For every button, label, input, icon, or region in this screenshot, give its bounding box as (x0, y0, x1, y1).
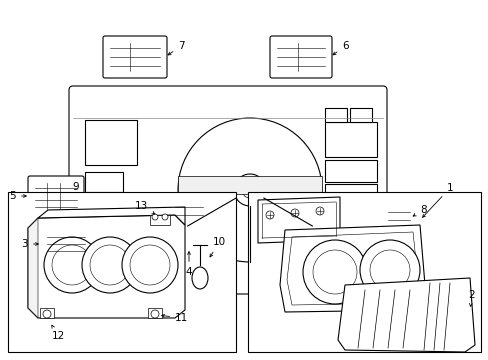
Circle shape (369, 250, 409, 290)
Bar (387, 198, 409, 236)
FancyBboxPatch shape (28, 176, 84, 216)
Circle shape (44, 237, 100, 293)
Circle shape (90, 245, 130, 285)
Circle shape (162, 214, 168, 220)
FancyBboxPatch shape (269, 36, 331, 78)
Bar (150, 215, 170, 225)
Circle shape (303, 240, 366, 304)
Text: 11: 11 (162, 313, 188, 323)
Text: 7: 7 (168, 41, 184, 55)
Bar (247, 192, 480, 352)
Text: 2: 2 (468, 290, 474, 306)
Polygon shape (258, 197, 339, 243)
Polygon shape (28, 215, 184, 318)
Circle shape (151, 310, 159, 318)
Circle shape (183, 205, 194, 215)
Text: 9: 9 (73, 182, 79, 192)
Polygon shape (286, 232, 417, 305)
Bar (325, 184, 376, 206)
Bar (178, 176, 321, 194)
Bar (40, 308, 54, 318)
Bar (85, 196, 123, 216)
Circle shape (178, 118, 321, 262)
Polygon shape (337, 278, 474, 352)
Polygon shape (280, 225, 424, 312)
FancyBboxPatch shape (103, 36, 167, 78)
Text: 12: 12 (51, 325, 64, 341)
Text: 1: 1 (422, 183, 452, 217)
Circle shape (234, 174, 265, 206)
Circle shape (152, 214, 158, 220)
Circle shape (43, 310, 51, 318)
Circle shape (312, 250, 356, 294)
Text: 4: 4 (185, 252, 192, 277)
Text: 13: 13 (135, 201, 155, 214)
Circle shape (82, 237, 138, 293)
Text: 6: 6 (332, 41, 348, 55)
Polygon shape (38, 207, 184, 225)
Circle shape (122, 237, 178, 293)
Text: 8: 8 (412, 205, 426, 216)
Circle shape (359, 240, 419, 300)
Bar (175, 195, 203, 233)
Bar (148, 308, 162, 318)
Text: 3: 3 (21, 239, 38, 249)
Text: 5: 5 (9, 191, 26, 201)
Bar (325, 108, 346, 122)
Polygon shape (28, 218, 38, 318)
FancyBboxPatch shape (69, 86, 386, 294)
Bar (325, 208, 376, 238)
Circle shape (315, 207, 324, 215)
FancyBboxPatch shape (40, 226, 92, 258)
Bar (8, 192, 236, 352)
Bar (325, 122, 376, 157)
Circle shape (290, 209, 298, 217)
Circle shape (265, 211, 273, 219)
Circle shape (52, 245, 92, 285)
Circle shape (242, 182, 258, 198)
Text: 10: 10 (209, 237, 225, 257)
Bar (349, 108, 371, 122)
Bar (85, 120, 137, 165)
Ellipse shape (192, 267, 207, 289)
Bar (325, 160, 376, 182)
Bar (85, 172, 123, 192)
Circle shape (130, 245, 170, 285)
